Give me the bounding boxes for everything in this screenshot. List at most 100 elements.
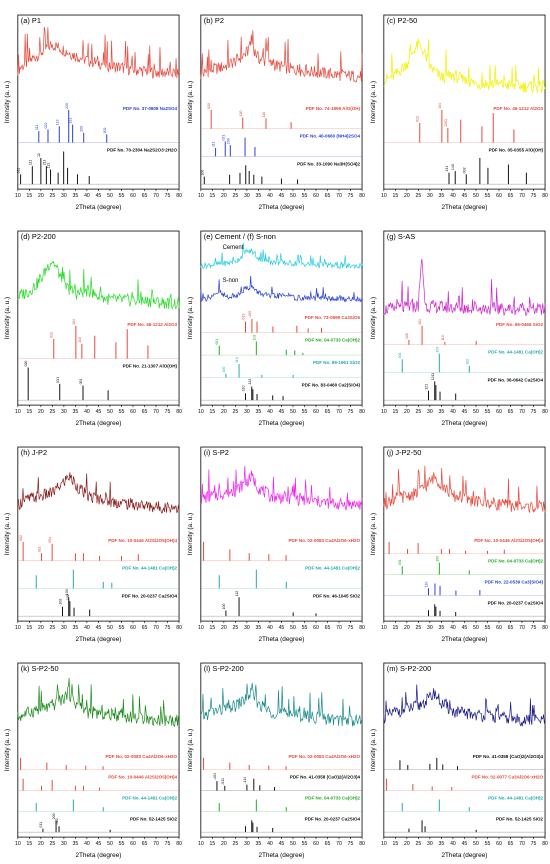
xrd-figure: (a) P1 10 15 20 25 30 35 40 45 50 55 60 65 70 75 80 2The… — [4, 0, 550, 859]
x-tick-label: 70 — [153, 193, 159, 199]
miller-index-label: 004 — [48, 537, 52, 543]
x-tick-label: 40 — [450, 841, 456, 847]
reference-pdf-label: PDF No. 02-0083 Ca4Al2O6·xH2O — [289, 754, 361, 759]
x-tick-label: 75 — [531, 193, 537, 199]
miller-index-label: 1201 — [444, 119, 448, 127]
x-tick-label: 65 — [325, 841, 331, 847]
x-tick-label: 55 — [485, 841, 491, 847]
x-tick-label: 25 — [416, 841, 422, 847]
plot-frame — [200, 662, 363, 838]
reference-pdf-label: PDF No. 83-0460 Ca2(SiO4) — [302, 383, 361, 388]
x-tick-label: 55 — [302, 841, 308, 847]
miller-index-label: 202 — [103, 127, 107, 133]
x-tick-label: 55 — [302, 625, 308, 631]
x-tick-label: 30 — [244, 409, 250, 415]
xrd-pattern-line — [200, 243, 363, 270]
x-axis-label: 2Theta (degree) — [258, 420, 304, 427]
xrd-pattern-line — [17, 260, 180, 310]
miller-index-label: 100 — [222, 604, 226, 610]
x-tick-label: 15 — [392, 409, 398, 415]
miller-index-label: 051 — [79, 378, 83, 384]
reference-pdf-label: PDF No. 46-1212 Al2O3 — [493, 106, 543, 111]
reference-pdf-label: PDF No. 44-1481 Ca(OH)2 — [488, 350, 543, 355]
x-tick-label: 45 — [462, 193, 468, 199]
miller-index-label: 140 — [451, 164, 455, 170]
x-tick-label: 25 — [233, 193, 239, 199]
miller-index-label: 021 — [38, 546, 42, 552]
x-axis-label: 2Theta (degree) — [258, 636, 304, 643]
y-axis-label: Intensity (a. u.) — [4, 81, 11, 123]
x-tick-label: 10 — [198, 193, 204, 199]
x-tick-label: 75 — [165, 841, 171, 847]
x-tick-label: 55 — [485, 193, 491, 199]
x-tick-label: 20 — [221, 841, 227, 847]
reference-pdf-label: PDF No. 04-0733 Ca(OH)2 — [488, 559, 543, 564]
x-tick-label: 65 — [508, 625, 514, 631]
xrd-panel: (c) P2-50 10 15 20 25 30 35 40 45 50 55 60 65 70 75 80 2… — [368, 0, 550, 216]
x-tick-label: 50 — [107, 409, 113, 415]
plot-frame — [383, 662, 546, 838]
x-tick-label: 45 — [96, 625, 102, 631]
x-tick-label: 45 — [462, 841, 468, 847]
miller-index-label: 102 — [66, 594, 70, 600]
x-tick-label: 35 — [439, 841, 445, 847]
x-tick-label: 25 — [416, 409, 422, 415]
x-tick-label: 45 — [462, 625, 468, 631]
x-tick-label: 80 — [542, 841, 548, 847]
panel-svg: (e) Cement / (f) S-non 10 15 20 25 30 35 40 45 50… — [187, 230, 365, 427]
x-tick-label: 30 — [61, 193, 67, 199]
x-tick-label: 80 — [176, 625, 182, 631]
x-tick-label: 65 — [508, 409, 514, 415]
miller-index-label: 111 — [35, 125, 39, 130]
x-tick-label: 35 — [73, 409, 79, 415]
x-tick-label: 60 — [313, 841, 319, 847]
x-axis-label: 2Theta (degree) — [75, 420, 121, 427]
x-tick-label: 25 — [233, 409, 239, 415]
pattern-name: Cement — [223, 245, 244, 251]
x-tick-label: 60 — [130, 625, 136, 631]
x-tick-label: 55 — [119, 193, 125, 199]
miller-index-label: 111 — [28, 160, 32, 165]
x-tick-label: 70 — [153, 841, 159, 847]
reference-pdf-label: PDF No. 02-0083 Ca4Al2O6·xH2O — [289, 538, 361, 543]
x-tick-label: 25 — [50, 841, 56, 847]
panel-svg: (j) J-P2-50 10 15 20 25 30 35 40 45 50 55 60 65 70 75 8… — [370, 446, 548, 643]
x-tick-label: 35 — [439, 625, 445, 631]
miller-index-label: 011 — [17, 168, 21, 174]
x-tick-label: 10 — [15, 409, 21, 415]
x-tick-label: 60 — [130, 193, 136, 199]
miller-index-label: 122 — [47, 162, 51, 168]
x-tick-label: 65 — [142, 841, 148, 847]
xrd-panel: (i) S-P2 10 15 20 25 30 35 40 45 50 55 60 65 70 75 80 2T… — [185, 432, 368, 648]
miller-index-label: 110 — [425, 582, 429, 588]
x-tick-label: 45 — [279, 409, 285, 415]
reference-pdf-label: PDF No. 40-0660 (NH4)2SO4 — [300, 134, 361, 139]
reference-pdf-label: PDF No. 02-0077 Ca3Al2O6·xH2O — [472, 775, 544, 780]
x-tick-label: 45 — [462, 409, 468, 415]
panel-title: (j) J-P2-50 — [387, 448, 422, 457]
reference-pdf-label: PDF No. 22-0539 Ca3(SiO4) — [485, 579, 544, 584]
x-tick-label: 50 — [473, 625, 479, 631]
x-tick-label: 40 — [267, 625, 273, 631]
x-tick-label: 40 — [450, 625, 456, 631]
x-tick-label: 75 — [348, 841, 354, 847]
x-tick-label: 80 — [359, 193, 365, 199]
miller-index-label: -103 — [65, 589, 69, 596]
x-tick-label: 35 — [73, 841, 79, 847]
miller-index-label: -102 — [59, 599, 63, 606]
x-tick-label: 10 — [198, 625, 204, 631]
x-tick-label: 75 — [165, 193, 171, 199]
x-tick-label: 65 — [325, 409, 331, 415]
x-tick-label: 55 — [302, 193, 308, 199]
x-tick-label: 10 — [198, 409, 204, 415]
x-tick-label: 35 — [256, 409, 262, 415]
x-tick-label: 25 — [233, 841, 239, 847]
x-tick-label: 70 — [336, 409, 342, 415]
panel-title: (e) Cement / (f) S-non — [204, 232, 276, 241]
y-axis-label: Intensity (a. u.) — [4, 513, 11, 555]
xrd-panel: (e) Cement / (f) S-non 10 15 20 25 30 35 40 45 50… — [185, 216, 368, 432]
y-axis-label: Intensity (a. u.) — [370, 729, 377, 771]
x-tick-label: 10 — [15, 841, 21, 847]
miller-index-label: 031 — [56, 377, 60, 383]
reference-pdf-label: PDF No. 10-0446 Al2Si2O5(OH)4 — [108, 538, 177, 543]
